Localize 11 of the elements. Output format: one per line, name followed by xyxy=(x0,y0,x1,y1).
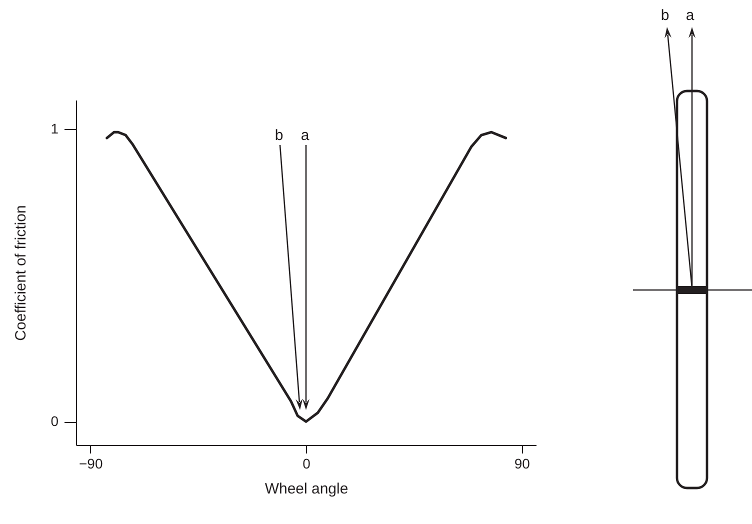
x-tick-label: −90 xyxy=(79,456,103,472)
line-series xyxy=(106,130,508,423)
annotation: b xyxy=(274,127,284,144)
x-tick-label: 0 xyxy=(302,456,311,472)
x-tick-label: 90 xyxy=(514,456,530,472)
annotation: a xyxy=(300,127,310,144)
x-axis-title: Wheel angle xyxy=(264,480,348,498)
y-tick-label: 1 xyxy=(50,120,59,137)
y-axis-title: Coefficient of friction xyxy=(12,205,30,341)
text: a xyxy=(686,7,695,24)
text: b xyxy=(660,7,670,24)
